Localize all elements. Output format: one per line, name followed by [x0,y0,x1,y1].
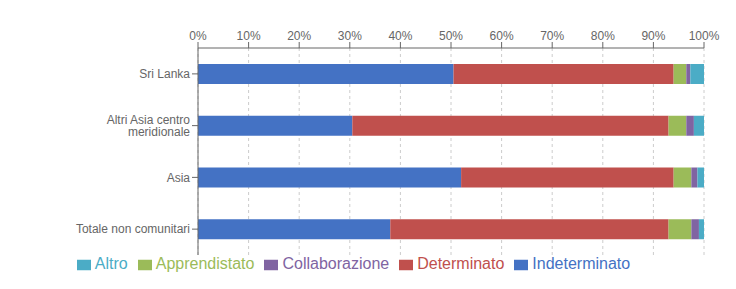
html-text:Collaborazione: Collaborazione [282,255,390,272]
svg-text:70%: 70% [540,29,564,43]
svg-text:Totale non comunitari: Totale non comunitari [76,222,190,236]
svg-text:60%: 60% [490,29,514,43]
html-text:Determinato: Determinato [417,255,505,272]
svg-text:40%: 40% [388,29,412,43]
svg-text:0%: 0% [189,29,207,43]
svg-text:50%: 50% [439,29,463,43]
svg-text:20%: 20% [287,29,311,43]
html-text:Apprendistato: Apprendistato [155,255,255,272]
html-text:Indeterminato: Indeterminato [532,255,631,272]
svg-text:Sri Lanka: Sri Lanka [139,67,190,81]
svg-text:Asia: Asia [167,171,191,185]
svg-text:Altri Asia centromeridionale: Altri Asia centromeridionale [107,113,191,139]
svg-text:80%: 80% [591,29,615,43]
svg-text:90%: 90% [641,29,665,43]
svg-text:10%: 10% [237,29,261,43]
html-text:Altro: Altro [94,255,128,272]
svg-text:100%: 100% [689,29,720,43]
svg-text:30%: 30% [338,29,362,43]
